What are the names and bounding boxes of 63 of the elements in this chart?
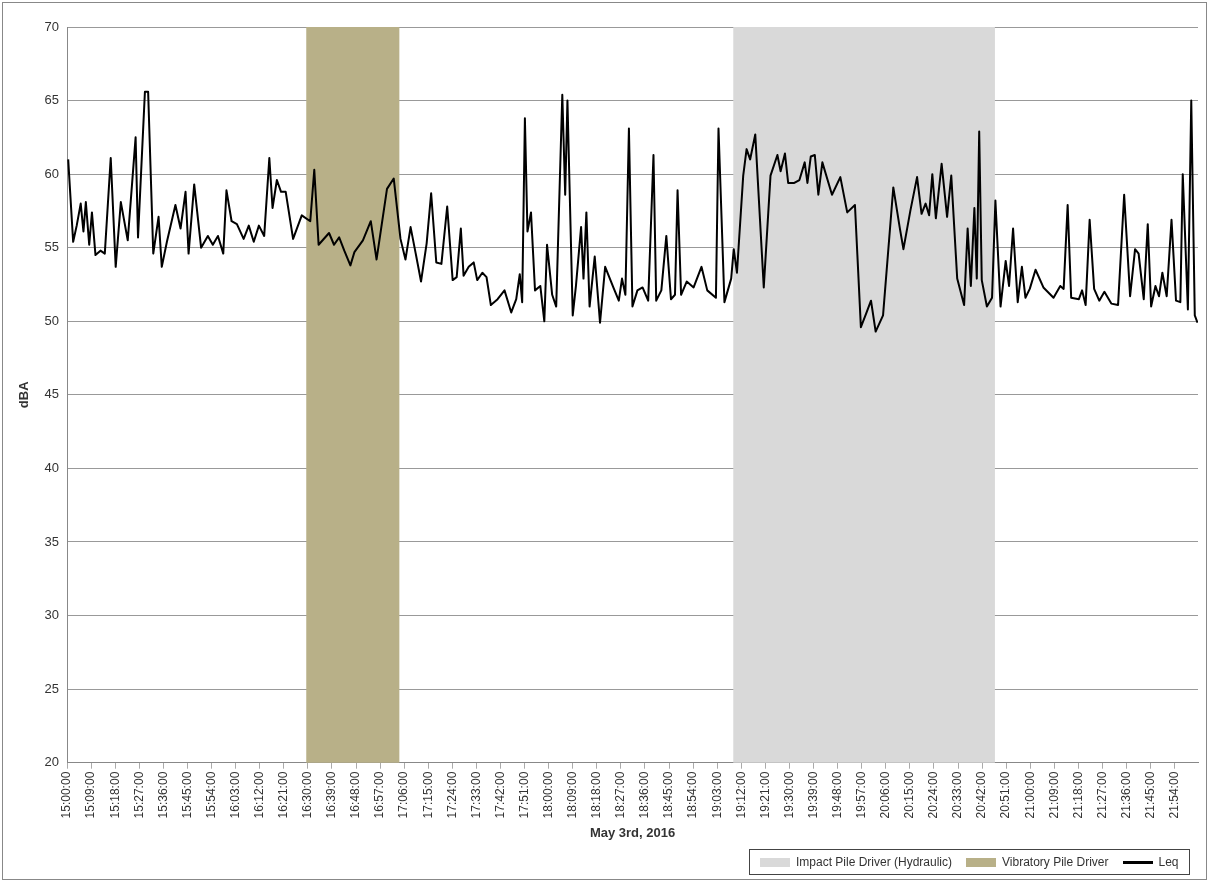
x-tick-label: 15:09:00: [83, 771, 98, 819]
x-tick-label: 16:57:00: [372, 771, 387, 819]
legend-label: Vibratory Pile Driver: [1002, 855, 1109, 869]
y-tick-label: 70: [44, 18, 60, 34]
y-tick-label: 50: [44, 312, 60, 328]
x-tick-label: 20:51:00: [998, 771, 1013, 819]
x-tick-label: 19:57:00: [854, 771, 868, 819]
x-tick-label: 16:39:00: [324, 771, 339, 819]
y-tick-label: 65: [44, 92, 60, 108]
x-tick-label: 16:03:00: [227, 771, 242, 819]
legend-label: Leq: [1158, 855, 1179, 869]
x-tick-label: 18:09:00: [565, 771, 580, 819]
x-tick-label: 15:27:00: [131, 771, 146, 819]
x-tick-label: 15:45:00: [179, 771, 194, 819]
x-tick-label: 15:54:00: [203, 771, 218, 819]
x-tick-label: 20:15:00: [902, 771, 917, 819]
x-tick-label: 16:48:00: [348, 771, 363, 819]
x-tick-label: 17:06:00: [396, 771, 411, 819]
x-tick-label: 19:30:00: [781, 771, 796, 819]
x-tick-label: 19:48:00: [829, 771, 844, 819]
legend-label: Impact Pile Driver (Hydraulic): [796, 855, 953, 869]
x-tick-label: 16:21:00: [276, 771, 291, 819]
x-tick-label: 19:12:00: [733, 771, 748, 819]
x-tick-label: 16:30:00: [300, 771, 315, 819]
x-tick-label: 17:51:00: [516, 771, 531, 819]
x-axis-title: May 3rd, 2016: [589, 824, 676, 840]
x-tick-label: 18:18:00: [589, 771, 604, 819]
y-tick-label: 40: [44, 459, 60, 475]
x-tick-label: 17:24:00: [444, 771, 459, 819]
x-tick-label: 21:00:00: [1022, 771, 1037, 819]
x-tick-label: 20:33:00: [950, 771, 965, 819]
x-tick-label: 21:54:00: [1167, 771, 1182, 819]
x-tick-label: 15:00:00: [59, 771, 74, 819]
y-tick-label: 60: [44, 165, 60, 181]
x-tick-label: 18:27:00: [613, 771, 628, 819]
x-tick-label: 21:09:00: [1046, 771, 1061, 819]
x-tick-label: 15:36:00: [155, 771, 170, 819]
x-tick-label: 21:18:00: [1070, 771, 1085, 819]
x-tick-label: 20:42:00: [974, 771, 989, 819]
y-tick-label: 55: [44, 239, 60, 255]
x-tick-label: 19:21:00: [757, 771, 772, 819]
x-tick-label: 17:42:00: [492, 771, 507, 819]
x-tick-label: 21:27:00: [1094, 771, 1109, 819]
y-axis-title: dBA: [16, 380, 32, 409]
x-tick-label: 16:12:00: [252, 771, 267, 819]
y-tick-label: 20: [44, 754, 60, 770]
x-tick-label: 15:18:00: [107, 771, 122, 819]
y-tick-label: 30: [44, 607, 60, 623]
y-tick-label: 35: [44, 533, 60, 549]
x-tick-label: 18:54:00: [685, 771, 700, 819]
x-tick-label: 18:45:00: [661, 771, 676, 819]
x-tick-label: 21:36:00: [1118, 771, 1133, 819]
x-tick-label: 21:45:00: [1142, 771, 1157, 819]
y-tick-label: 25: [44, 680, 60, 696]
y-tick-label: 45: [44, 386, 60, 402]
x-tick-label: 18:36:00: [637, 771, 652, 819]
x-tick-label: 20:24:00: [926, 771, 941, 819]
x-tick-label: 20:06:00: [878, 771, 893, 819]
x-tick-label: 19:39:00: [805, 771, 820, 819]
x-tick-label: 18:00:00: [540, 771, 555, 819]
x-tick-label: 17:33:00: [468, 771, 483, 819]
x-tick-label: 17:15:00: [420, 771, 435, 819]
x-tick-label: 19:03:00: [709, 771, 724, 819]
